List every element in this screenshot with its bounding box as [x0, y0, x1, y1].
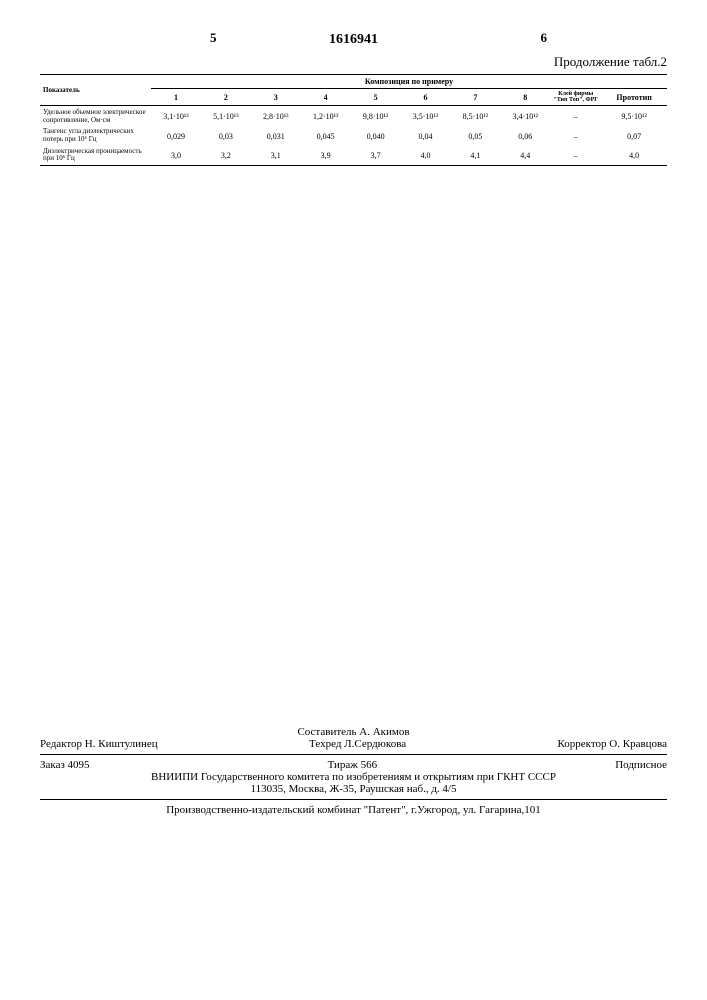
org-line-2: 113035, Москва, Ж-35, Раушская наб., д. …	[40, 783, 667, 795]
cell: 4,0	[401, 146, 451, 166]
tirage: Тираж 566	[328, 759, 378, 771]
printer-line: Производственно-издательский комбинат "П…	[40, 804, 667, 816]
right-page-num: 6	[541, 30, 548, 46]
cell: 0,029	[151, 126, 201, 145]
row-label: Удельное объемное электрическое сопротив…	[40, 107, 151, 126]
org-line-1: ВНИИПИ Государственного комитета по изоб…	[40, 771, 667, 783]
table-row: Тангенс угла диэлектрических потерь при …	[40, 126, 667, 145]
cell: 3,7	[351, 146, 401, 166]
cell: –	[550, 146, 601, 166]
row-label: Диэлектрическая проницаемость при 10⁶ Гц	[40, 146, 151, 166]
cell: 0,03	[201, 126, 251, 145]
cell: 0,031	[251, 126, 301, 145]
col-head: Клей фирмы "Тип Топ", ФРГ	[550, 89, 601, 106]
cell: 3,0	[151, 146, 201, 166]
cell: 9,5·10¹²	[601, 107, 667, 126]
col-head: Прототип	[601, 89, 667, 106]
cell: 3,4·10¹²	[500, 107, 550, 126]
cell: 8,5·10¹²	[450, 107, 500, 126]
cell: 1,2·10¹³	[301, 107, 351, 126]
cell: 3,5·10¹²	[401, 107, 451, 126]
cell: 0,04	[401, 126, 451, 145]
cell: 3,1	[251, 146, 301, 166]
document-number: 1616941	[40, 32, 667, 48]
col-head: 2	[201, 89, 251, 106]
techred: Техред Л.Сердюкова	[309, 738, 406, 750]
footer: Составитель А. Акимов Редактор Н. Киштул…	[40, 726, 667, 816]
cell: –	[550, 107, 601, 126]
col-head: 4	[301, 89, 351, 106]
cell: 9,8·10¹²	[351, 107, 401, 126]
col-head: 7	[450, 89, 500, 106]
col-head: 6	[401, 89, 451, 106]
cell: 3,9	[301, 146, 351, 166]
cell: 5,1·10¹³	[201, 107, 251, 126]
editor: Редактор Н. Киштулинец	[40, 738, 158, 750]
cell: 2,8·10¹³	[251, 107, 301, 126]
col-head: 1	[151, 89, 201, 106]
cell: 3,1·10¹³	[151, 107, 201, 126]
cell: 0,05	[450, 126, 500, 145]
cell: 4,1	[450, 146, 500, 166]
subscription: Подписное	[615, 759, 667, 771]
table-row: Удельное объемное электрическое сопротив…	[40, 107, 667, 126]
cell: 4,0	[601, 146, 667, 166]
table-continuation: Продолжение табл.2	[40, 54, 667, 70]
corrector: Корректор О. Кравцова	[558, 738, 667, 750]
cell: 0,07	[601, 126, 667, 145]
order: Заказ 4095	[40, 759, 90, 771]
cell: 4,4	[500, 146, 550, 166]
col-head: 3	[251, 89, 301, 106]
left-page-num: 5	[210, 30, 217, 46]
cell: –	[550, 126, 601, 145]
cell: 0,045	[301, 126, 351, 145]
compiler-line: Составитель А. Акимов	[40, 726, 667, 738]
indicator-header: Показатель	[40, 75, 151, 106]
col-head: 8	[500, 89, 550, 106]
group-header: Композиция по примеру	[151, 75, 667, 89]
row-label: Тангенс угла диэлектрических потерь при …	[40, 126, 151, 145]
cell: 0,040	[351, 126, 401, 145]
table-row: Диэлектрическая проницаемость при 10⁶ Гц…	[40, 146, 667, 166]
cell: 3,2	[201, 146, 251, 166]
data-table: Показатель Композиция по примеру 1 2 3 4…	[40, 74, 667, 166]
col-head: 5	[351, 89, 401, 106]
cell: 0,06	[500, 126, 550, 145]
